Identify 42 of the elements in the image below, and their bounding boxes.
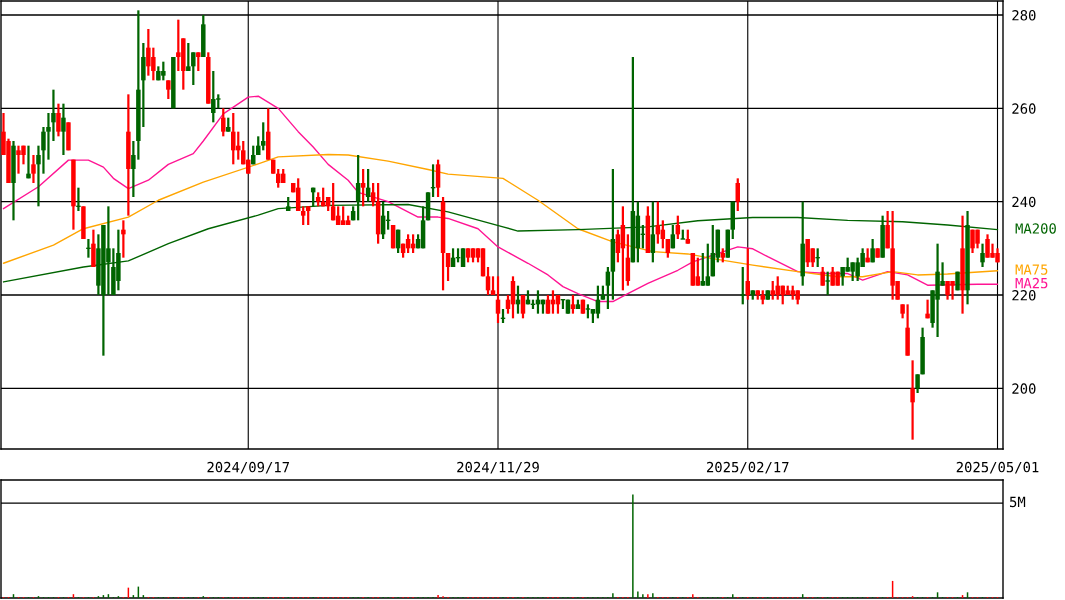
candlestick bbox=[435, 158, 441, 199]
candlestick bbox=[305, 205, 311, 227]
candlestick bbox=[300, 205, 306, 227]
series-label: MA75 bbox=[1015, 264, 1048, 275]
candlestick bbox=[739, 265, 746, 306]
candlestick bbox=[520, 293, 526, 320]
candlestick bbox=[166, 79, 171, 101]
y-tick-label: 260 bbox=[1012, 103, 1036, 114]
x-tick-label: 2025/05/01 bbox=[956, 461, 1039, 474]
candlestick bbox=[360, 167, 366, 208]
candlestick bbox=[705, 242, 711, 287]
candlestick bbox=[121, 219, 126, 259]
y-tick-label: 280 bbox=[1012, 10, 1036, 21]
candlestick bbox=[56, 102, 61, 138]
candlestick bbox=[735, 177, 741, 213]
candlestick bbox=[91, 228, 96, 269]
candlestick bbox=[370, 181, 376, 208]
candlestick bbox=[196, 51, 201, 73]
y-tick-label: 220 bbox=[1012, 290, 1036, 301]
candlestick bbox=[31, 153, 36, 185]
candlestick bbox=[915, 373, 920, 395]
candlestick bbox=[221, 107, 226, 138]
candlestick bbox=[980, 242, 985, 269]
candlestick bbox=[61, 102, 66, 157]
ref-line-label: 5M bbox=[1009, 496, 1026, 508]
line-series bbox=[2, 153, 999, 278]
x-tick-label: 2025/02/17 bbox=[706, 461, 789, 474]
candlestick bbox=[260, 121, 266, 152]
candlestick bbox=[910, 359, 915, 441]
candlestick bbox=[700, 251, 706, 287]
y-tick-label: 200 bbox=[1012, 383, 1036, 394]
candlestick bbox=[615, 228, 621, 264]
candlestick bbox=[570, 293, 576, 315]
candlestick bbox=[824, 270, 831, 297]
x-tick-label: 2024/11/29 bbox=[457, 461, 539, 474]
series-label: MA25 bbox=[1015, 277, 1048, 289]
candlestick bbox=[695, 256, 701, 287]
y-tick-label: 240 bbox=[1012, 196, 1036, 208]
series-label: MA200 bbox=[1015, 223, 1056, 234]
candlestick bbox=[820, 265, 825, 287]
candlestick bbox=[26, 144, 31, 180]
x-tick-label: 2024/09/17 bbox=[207, 461, 290, 474]
